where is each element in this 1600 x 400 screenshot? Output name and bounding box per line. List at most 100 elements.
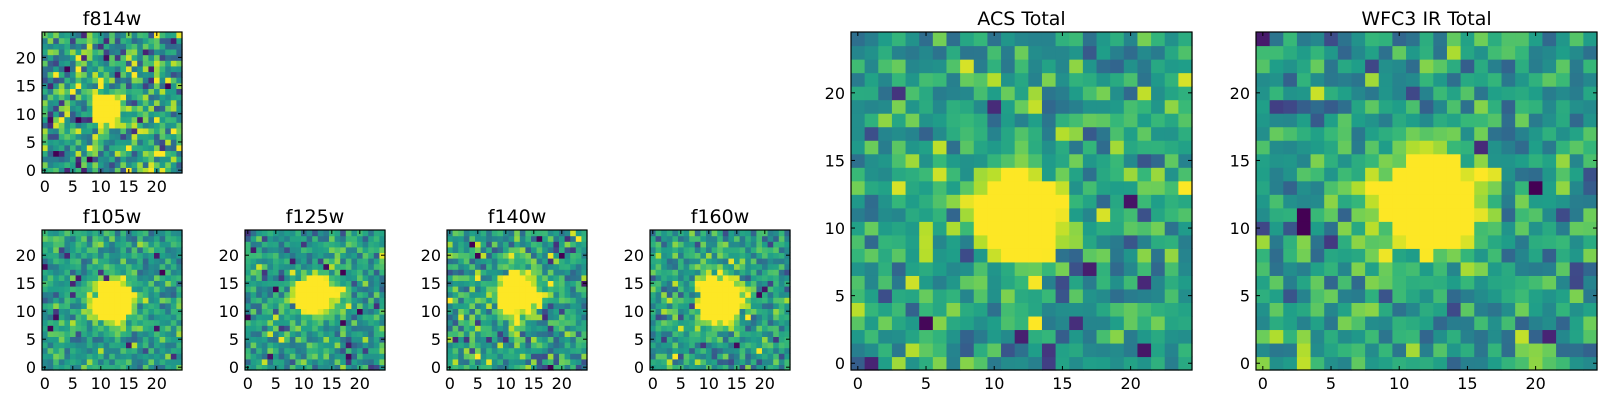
heatmap-cell: [946, 72, 961, 87]
heatmap-cell: [722, 302, 729, 309]
heatmap-cell: [536, 274, 543, 281]
heatmap-cell: [64, 82, 71, 89]
heatmap-cell: [767, 241, 774, 248]
heatmap-cell: [148, 122, 155, 129]
heatmap-cell: [739, 263, 746, 270]
heatmap-cell: [159, 291, 166, 298]
heatmap-cell: [762, 291, 769, 298]
heatmap-cell: [1164, 315, 1179, 331]
heatmap-cell: [553, 258, 560, 265]
heatmap-cell: [717, 252, 724, 259]
heatmap-cell: [142, 99, 149, 106]
heatmap-cell: [159, 54, 166, 61]
heatmap-cell: [1028, 153, 1043, 168]
heatmap-cell: [1028, 234, 1043, 249]
heatmap-cell: [1324, 113, 1339, 128]
heatmap-cell: [148, 325, 155, 332]
heatmap-cell: [1337, 234, 1353, 249]
heatmap-cell: [159, 358, 166, 365]
heatmap-cell: [1542, 315, 1557, 331]
heatmap-cell: [176, 286, 183, 293]
heatmap-cell: [142, 71, 149, 78]
heatmap-cell: [58, 336, 65, 343]
heatmap-cell: [1164, 302, 1179, 317]
heatmap-cell: [154, 99, 161, 106]
heatmap-cell: [531, 286, 538, 293]
heatmap-cell: [932, 288, 948, 303]
heatmap-cell: [81, 353, 88, 360]
heatmap-cell: [734, 347, 741, 354]
heatmap-cell: [946, 329, 961, 344]
heatmap-cell: [480, 336, 487, 343]
heatmap-cell: [700, 269, 707, 276]
heatmap-cell: [42, 60, 49, 67]
heatmap-cell: [575, 302, 582, 309]
heatmap-cell: [973, 248, 988, 263]
heatmap-cell: [1556, 207, 1571, 222]
heatmap-cell: [1164, 167, 1179, 182]
heatmap-cell: [345, 308, 352, 315]
heatmap-cell: [120, 252, 127, 259]
heatmap-cell: [137, 127, 144, 135]
heatmap-cell: [114, 105, 121, 112]
heatmap-cell: [256, 308, 263, 315]
heatmap-cell: [126, 150, 133, 157]
heatmap-cell: [159, 94, 166, 101]
heatmap-cell: [131, 280, 138, 287]
heatmap-cell: [891, 32, 907, 47]
heatmap-cell: [1433, 261, 1448, 276]
heatmap-cell: [1324, 59, 1339, 74]
heatmap-cell: [452, 230, 459, 237]
heatmap-cell: [42, 246, 49, 253]
heatmap-cell: [531, 246, 538, 253]
heatmap-cell: [295, 314, 302, 321]
heatmap-cell: [75, 342, 82, 349]
heatmap-cell: [905, 315, 920, 331]
heatmap-cell: [564, 241, 571, 248]
heatmap-cell: [98, 150, 105, 157]
heatmap-cell: [480, 314, 487, 321]
heatmap-cell: [575, 314, 582, 321]
heatmap-cell: [508, 319, 515, 326]
heatmap-cell: [946, 207, 961, 222]
heatmap-cell: [142, 364, 149, 371]
heatmap-cell: [47, 105, 54, 112]
heatmap-cell: [137, 291, 144, 298]
heatmap-cell: [114, 291, 121, 298]
heatmap-cell: [120, 48, 127, 56]
heatmap-cell: [1378, 275, 1393, 290]
heatmap-cell: [126, 241, 133, 248]
heatmap-cell: [103, 60, 110, 67]
heatmap-cell: [98, 291, 105, 298]
y-tick-label: 10: [624, 302, 644, 321]
heatmap-cell: [734, 258, 741, 265]
heatmap-cell: [553, 274, 560, 281]
heatmap-cell: [463, 336, 470, 343]
heatmap-cell: [1446, 248, 1462, 263]
heatmap-cell: [700, 302, 707, 309]
heatmap-cell: [452, 274, 459, 281]
heatmap-cell: [256, 347, 263, 354]
heatmap-cell: [42, 302, 49, 309]
heatmap-cell: [1406, 86, 1421, 101]
heatmap-cell: [64, 133, 71, 140]
heatmap-cell: [1378, 45, 1393, 60]
heatmap-cell: [1283, 221, 1298, 236]
heatmap-cell: [536, 353, 543, 360]
heatmap-cell: [447, 319, 454, 326]
heatmap-cell: [1041, 194, 1057, 209]
heatmap-cell: [1501, 234, 1516, 249]
heatmap-cell: [1515, 126, 1530, 141]
heatmap-cell: [137, 364, 144, 371]
heatmap-cell: [553, 302, 560, 309]
heatmap-cell: [745, 274, 752, 281]
heatmap-cell: [103, 235, 110, 242]
heatmap-cell: [148, 246, 155, 253]
heatmap-cell: [170, 156, 177, 163]
heatmap-cell: [1365, 113, 1380, 128]
heatmap-cell: [306, 274, 313, 281]
heatmap-cell: [165, 336, 172, 343]
heatmap-cell: [1337, 59, 1353, 74]
heatmap-cell: [1487, 329, 1503, 344]
heatmap-cell: [542, 274, 549, 281]
